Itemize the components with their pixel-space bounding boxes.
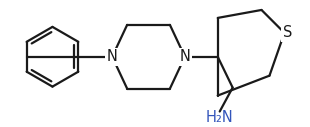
Text: N: N — [107, 49, 117, 64]
Text: S: S — [283, 25, 292, 40]
Text: H₂N: H₂N — [206, 110, 233, 125]
Text: N: N — [179, 49, 190, 64]
